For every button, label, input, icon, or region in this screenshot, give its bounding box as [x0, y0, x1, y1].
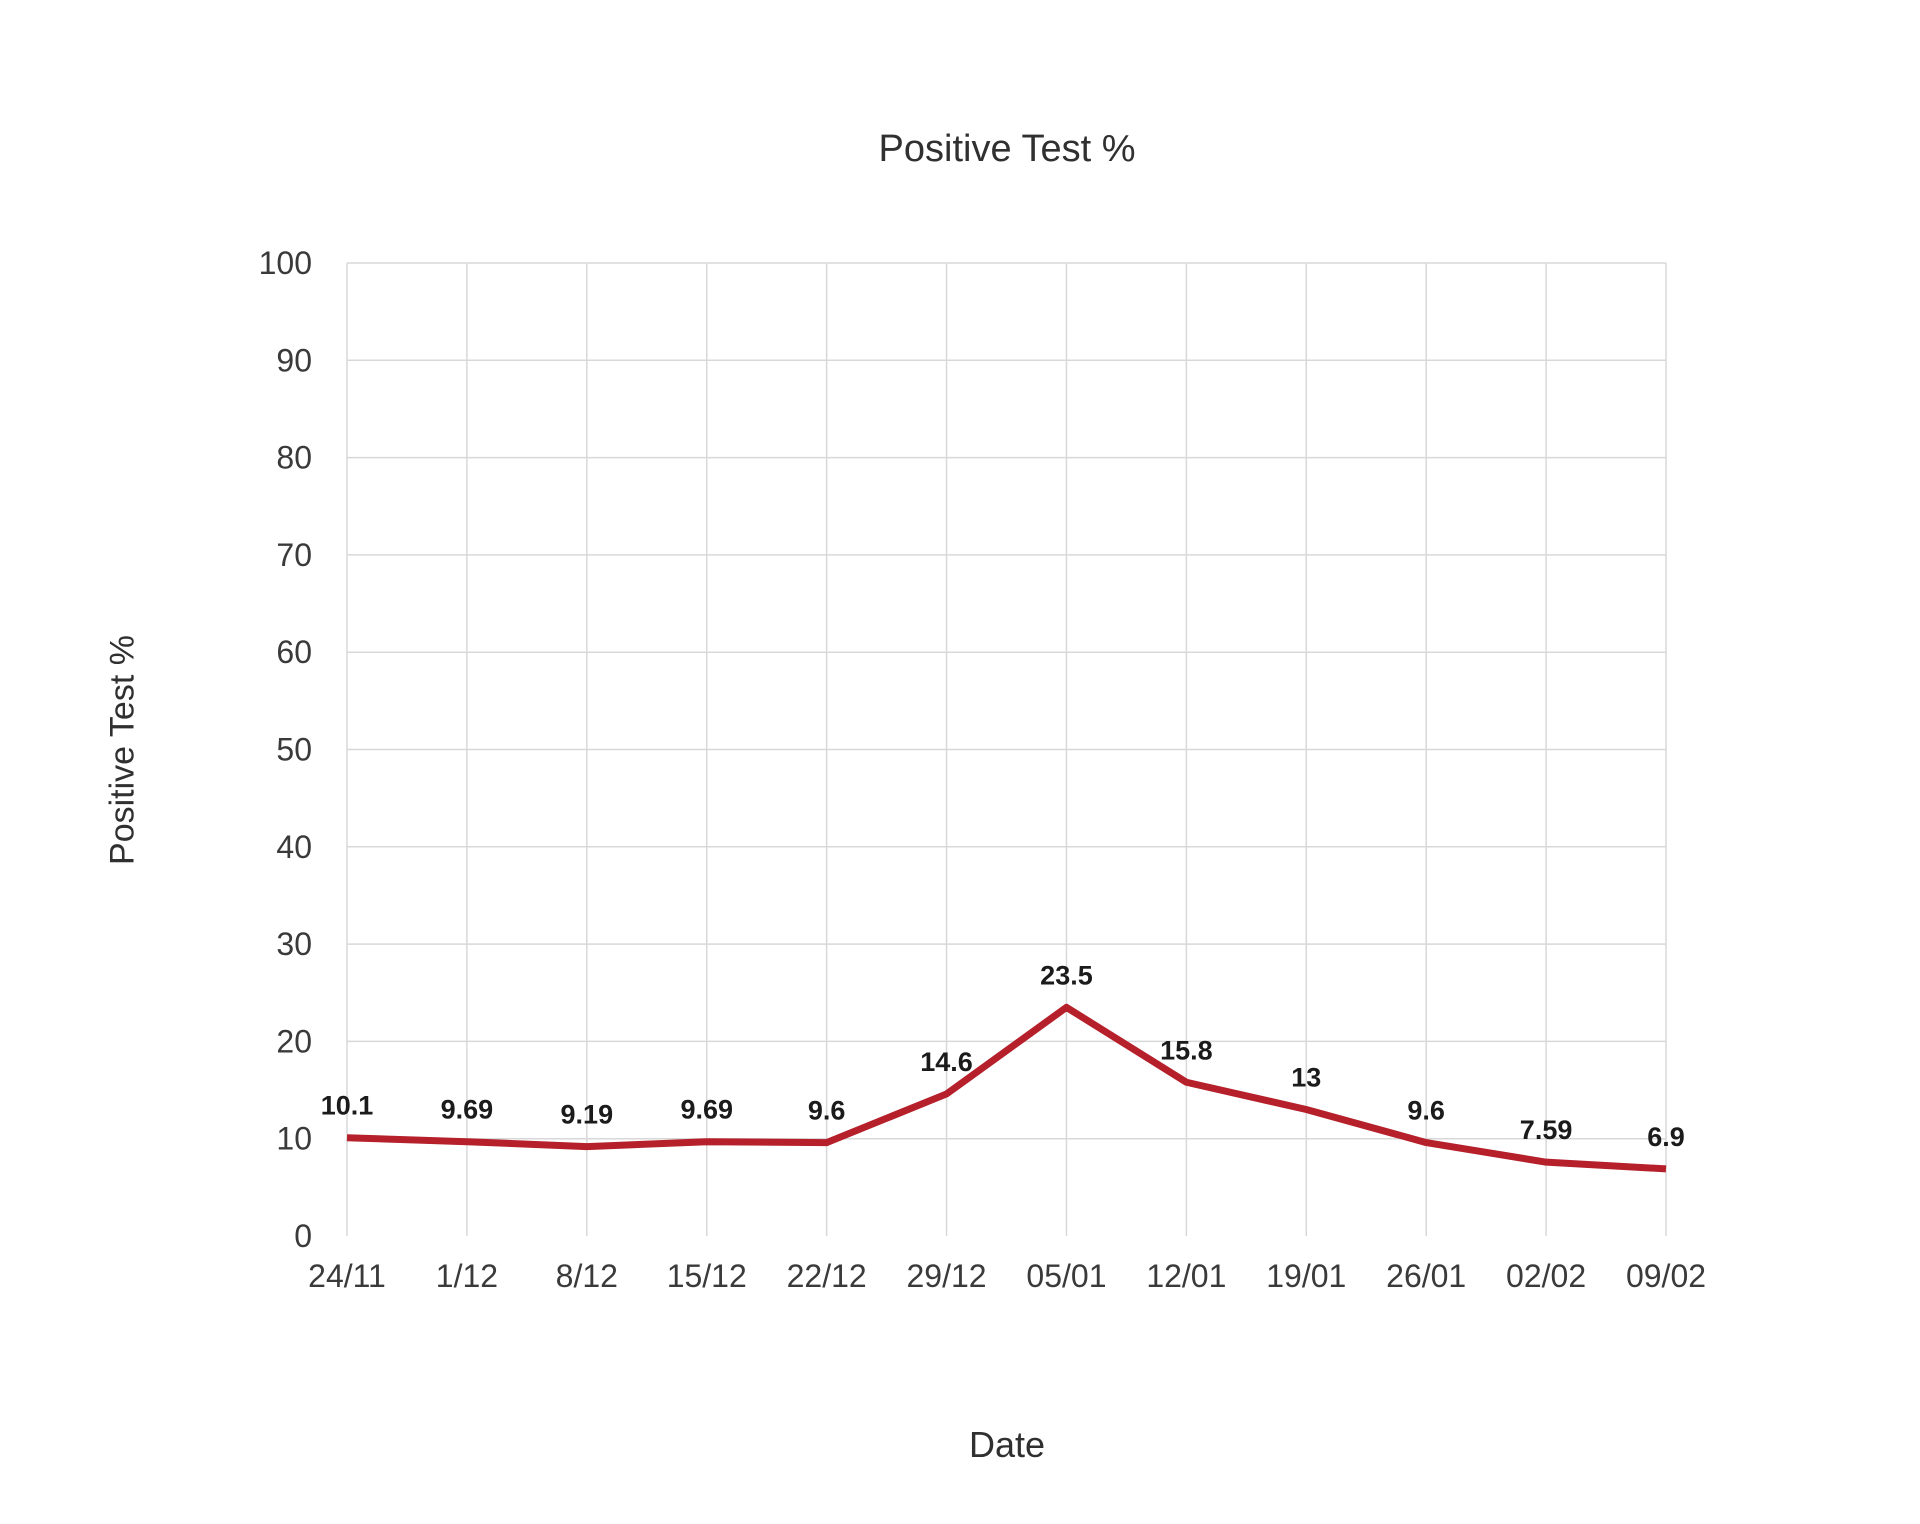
x-tick-label: 15/12 — [667, 1258, 747, 1294]
data-label: 7.59 — [1520, 1115, 1573, 1145]
data-label: 23.5 — [1040, 960, 1093, 990]
data-label: 9.69 — [680, 1095, 733, 1125]
data-label: 13 — [1291, 1063, 1321, 1093]
x-tick-label: 8/12 — [556, 1258, 618, 1294]
y-tick-label: 80 — [276, 440, 312, 476]
y-tick-label: 90 — [276, 342, 312, 378]
data-label: 14.6 — [920, 1047, 973, 1077]
x-axis-title: Date — [968, 1424, 1046, 1465]
y-tick-label: 30 — [276, 926, 312, 962]
y-tick-label: 60 — [276, 634, 312, 670]
data-label: 9.19 — [561, 1100, 614, 1130]
x-tick-label: 1/12 — [436, 1258, 498, 1294]
data-label: 6.9 — [1647, 1122, 1685, 1152]
x-tick-label: 19/01 — [1266, 1258, 1346, 1294]
chart-title: Positive Test % — [878, 128, 1136, 170]
y-tick-label: 10 — [276, 1121, 312, 1157]
y-tick-label: 70 — [276, 537, 312, 573]
data-label: 9.6 — [1407, 1096, 1445, 1126]
y-tick-label: 50 — [276, 732, 312, 768]
y-tick-label: 40 — [276, 829, 312, 865]
data-label: 9.6 — [808, 1096, 846, 1126]
data-label: 10.1 — [321, 1091, 374, 1121]
y-tick-label: 20 — [276, 1023, 312, 1059]
data-label: 9.69 — [441, 1095, 494, 1125]
x-tick-label: 26/01 — [1386, 1258, 1466, 1294]
x-tick-label: 09/02 — [1626, 1258, 1706, 1294]
x-tick-label: 24/11 — [308, 1258, 386, 1294]
data-label: 15.8 — [1160, 1035, 1213, 1065]
x-tick-label: 22/12 — [787, 1258, 867, 1294]
x-tick-label: 29/12 — [907, 1258, 987, 1294]
x-tick-label: 05/01 — [1026, 1258, 1106, 1294]
series-line — [346, 1003, 1667, 1173]
y-tick-label: 100 — [259, 245, 312, 281]
x-tick-label: 02/02 — [1506, 1258, 1586, 1294]
y-tick-label: 0 — [294, 1218, 312, 1254]
x-tick-label: 12/01 — [1146, 1258, 1226, 1294]
